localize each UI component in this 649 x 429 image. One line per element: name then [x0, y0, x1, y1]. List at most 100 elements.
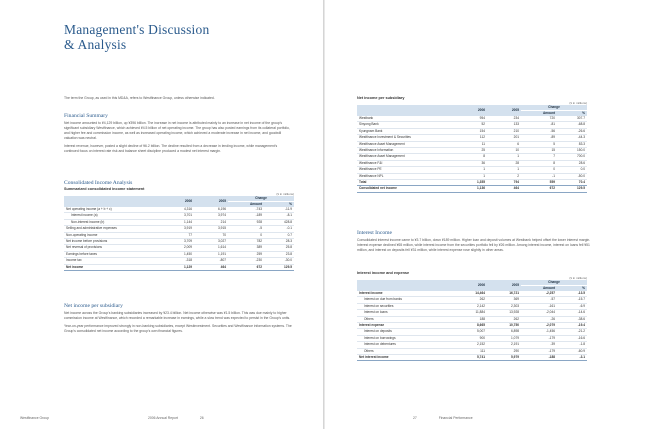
table-header-amount: Amount: [521, 110, 557, 116]
table-cell-y2006: 900: [453, 335, 487, 343]
table-cell-y2005: 210: [487, 128, 521, 136]
table-cell-y2006: 2,142: [453, 303, 487, 311]
consolidated-income-heading: Consolidated Income Analysis: [64, 180, 133, 186]
table-cell-amount: 0: [521, 166, 557, 174]
table-header-amount: Amount: [521, 285, 557, 291]
table-row: Interest income (a) 3,701 3,974 -189 -8.1: [64, 212, 295, 220]
table-header-pct: %: [557, 285, 588, 291]
table-cell-y2005: 262: [487, 316, 521, 324]
book-gutter: [323, 0, 326, 429]
table-cell-y2006: 188: [453, 316, 487, 324]
table-cell-y2005: 3,027: [194, 238, 228, 246]
table-cell-amount: 8: [521, 160, 557, 168]
table-row: Consolidated net income 1,136 464 672 129.5: [357, 185, 588, 193]
table-cell-label: Net income before provisions: [64, 238, 160, 246]
table-cell-y2005: 2,303: [487, 303, 521, 311]
table-cell-label: Non-operating income: [64, 232, 160, 240]
table-cell-label: Westfinance Asset Management: [357, 141, 453, 149]
table-cell-pct: -60.9: [557, 348, 588, 356]
table-cell-label: Total: [357, 179, 453, 187]
table-cell-label: Interest on debentures: [357, 341, 453, 349]
table-cell-amount: -81: [521, 121, 557, 129]
table-row: Interest on borrowings 900 1,079 -179 -16.6: [357, 335, 588, 343]
table-cell-y2006: 3,709: [160, 238, 194, 246]
table-cell-y2005: 794: [487, 179, 521, 187]
table-header-2005: 2005: [487, 105, 521, 116]
footer-left: Westfinance Group: [20, 416, 49, 420]
table-cell-label: Westfinance NPL: [357, 173, 453, 181]
table-cell-amount: -188: [521, 354, 557, 362]
table-row: Westfinance Asset Management 8 1 7 700.0: [357, 153, 588, 161]
table-cell-pct: 25.8: [264, 244, 295, 252]
table-cell-y2005: 214: [194, 219, 228, 227]
table-cell-pct: 28.3: [264, 238, 295, 246]
table-cell-pct: 307.7: [557, 116, 588, 123]
financial-summary-heading: Financial Summary: [64, 113, 108, 119]
table-row: Income tax -318 -807 -230 -30.0: [64, 257, 295, 265]
table-cell-label: Others: [357, 316, 453, 324]
table-row: Westbank 954 234 720 307.7: [357, 116, 588, 123]
table-header-change: Change: [521, 280, 588, 286]
table-cell-y2006: 1,136: [453, 185, 487, 193]
table-cell-amount: -39: [521, 341, 557, 349]
table-cell-y2005: 3,915: [194, 225, 228, 233]
table-header-2006: 2006: [453, 280, 487, 291]
table-row: Westfinance Asset Management 11 6 5 83.3: [357, 141, 588, 149]
subsidiary-paragraph-1: Net income across the Group's banking su…: [64, 311, 291, 320]
footer-section-name: Financial Performance: [438, 416, 473, 420]
table-cell-y2005: 10,750: [487, 322, 521, 330]
interest-table-section: Interest income and expense (¥ in millio…: [357, 271, 588, 362]
left-page: Management's Discussion & Analysis The t…: [0, 0, 324, 429]
table-cell-amount: -179: [521, 348, 557, 356]
table-cell-pct: 28.6: [557, 160, 588, 168]
table-cell-y2006: 5,741: [453, 354, 487, 362]
table-header-2005: 2005: [487, 280, 521, 291]
subsidiary-table-unit: (¥ in millions): [569, 101, 587, 105]
page-title-line2: & Analysis: [64, 37, 127, 52]
table-cell-label: Interest income (a): [64, 212, 160, 220]
subsidiary-heading: Net income per subsidiary: [64, 303, 123, 309]
table-cell-amount: -5: [228, 225, 264, 233]
consolidated-table-unit: (¥ in millions): [276, 192, 294, 196]
table-cell-y2006: -318: [160, 257, 194, 265]
table-cell-y2005: 1: [487, 153, 521, 161]
table-row: Selling and administrative expenses 3,919…: [64, 225, 295, 233]
table-cell-pct: 23.8: [264, 251, 295, 259]
table-cell-label: Interest on deposits: [357, 328, 453, 336]
interest-income-paragraph: Consolidated interest income came to ¥3.…: [357, 238, 591, 252]
table-cell-y2005: 2: [487, 173, 521, 181]
table-cell-y2005: 6,196: [194, 207, 228, 214]
table-cell-amount: -189: [228, 212, 264, 220]
interest-income-table: 2006 2005 Change Amount % Interest incom…: [357, 280, 588, 362]
table-row: Total 1,355 794 559 70.4: [357, 179, 588, 187]
table-row: Westfinance PE 1 1 0 0.0: [357, 166, 588, 174]
table-cell-y2005: 201: [487, 134, 521, 142]
subsidiary-section: Net income per subsidiary Net income acr…: [64, 303, 292, 334]
table-cell-pct: -21.2: [557, 328, 588, 336]
table-row: Net reversal of provisions 2,009 1,614 389 2…: [64, 244, 295, 252]
subsidiary-paragraph-2: Year-on-year performance improved strong…: [64, 324, 292, 333]
table-cell-y2006: 1,450: [160, 251, 194, 259]
table-cell-label: Westfinance Information: [357, 147, 453, 155]
table-cell-y2005: 6,898: [487, 328, 521, 336]
table-row: Interest expense 8,665 10,750 -2,079 -19.4: [357, 322, 588, 330]
table-cell-label: Interest expense: [357, 322, 453, 330]
table-cell-label: Westbank: [357, 116, 453, 123]
table-row: Earnings before taxes 1,450 1,191 259 23.8: [64, 251, 295, 259]
table-row: Sinyong Bank 52 133 -81 -68.8: [357, 121, 588, 129]
table-cell-y2006: 112: [453, 134, 487, 142]
table-cell-pct: -1.8: [557, 341, 588, 349]
table-cell-label: Westfinance Asset Management: [357, 153, 453, 161]
table-header-pct: %: [557, 110, 588, 116]
table-cell-amount: -2,079: [521, 322, 557, 330]
table-cell-y2005: 133: [487, 121, 521, 129]
table-cell-y2006: 3,701: [160, 212, 194, 220]
table-cell-y2006: 1,144: [160, 219, 194, 227]
table-cell-pct: 70.4: [557, 179, 588, 187]
table-row: Westfinance NPL 1 2 -1 -50.0: [357, 173, 588, 181]
table-cell-pct: -13.5: [557, 291, 588, 298]
table-cell-y2006: 5,007: [453, 328, 487, 336]
table-cell-y2005: 28: [487, 160, 521, 168]
table-cell-pct: -50.0: [557, 173, 588, 181]
table-cell-y2006: 111: [453, 348, 487, 356]
